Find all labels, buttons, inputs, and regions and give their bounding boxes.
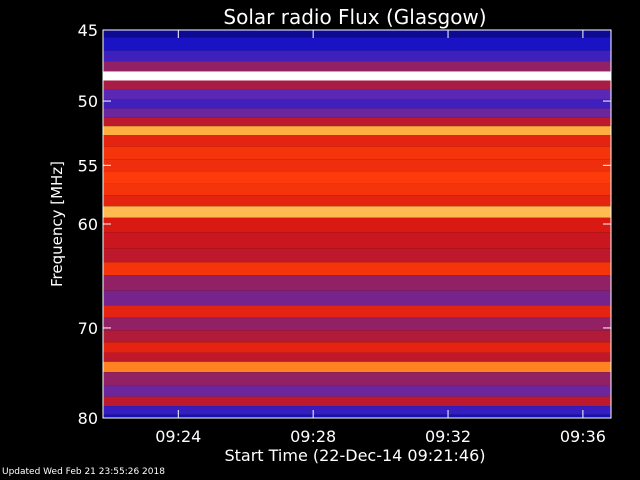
frequency-band [103, 275, 611, 291]
frequency-band [103, 414, 611, 418]
frequency-band [103, 317, 611, 331]
frequency-band [103, 80, 611, 90]
x-tick-label: 09:36 [560, 427, 606, 446]
frequency-band [103, 352, 611, 362]
frequency-band [103, 89, 611, 100]
x-tick-label: 09:32 [425, 427, 471, 446]
frequency-band [103, 342, 611, 353]
frequency-band [103, 171, 611, 184]
x-axis: 09:24 09:28 09:32 09:36 [155, 30, 606, 446]
updated-timestamp: Updated Wed Feb 21 23:55:26 2018 [2, 467, 165, 477]
y-tick-label: 50 [78, 92, 98, 111]
frequency-band [103, 108, 611, 118]
frequency-band [103, 50, 611, 62]
frequency-band [103, 406, 611, 415]
frequency-band [103, 117, 611, 127]
frequency-band [103, 372, 611, 386]
y-tick-label: 55 [78, 156, 98, 175]
frequency-band [103, 71, 611, 81]
frequency-band [103, 195, 611, 207]
x-axis-label: Start Time (22-Dec-14 09:21:46) [224, 446, 485, 465]
frequency-band [103, 330, 611, 343]
frequency-band [103, 146, 611, 160]
frequency-band [103, 206, 611, 218]
frequency-band [103, 385, 611, 397]
frequency-band [103, 159, 611, 172]
y-tick-label: 60 [78, 215, 98, 234]
frequency-band [103, 305, 611, 318]
frequency-band [103, 248, 611, 263]
frequency-band [103, 61, 611, 72]
frequency-band [103, 135, 611, 147]
y-axis-label: Frequency [MHz] [48, 161, 66, 287]
frequency-band [103, 217, 611, 233]
frequency-band [103, 126, 611, 136]
y-tick-label: 45 [78, 21, 98, 40]
frequency-band [103, 99, 611, 109]
frequency-band [103, 262, 611, 276]
y-tick-label: 80 [78, 409, 98, 428]
y-tick-label: 70 [78, 319, 98, 338]
spectrogram-heatmap [103, 30, 611, 418]
frequency-band [103, 37, 611, 51]
frequency-band [103, 290, 611, 306]
frequency-band [103, 361, 611, 373]
x-tick-label: 09:24 [155, 427, 201, 446]
frequency-band [103, 183, 611, 196]
frequency-band [103, 30, 611, 38]
chart-title: Solar radio Flux (Glasgow) [223, 5, 486, 29]
y-axis: 45 50 55 60 70 80 [78, 21, 611, 428]
x-tick-label: 09:28 [290, 427, 336, 446]
frequency-band [103, 396, 611, 407]
frequency-band [103, 232, 611, 249]
